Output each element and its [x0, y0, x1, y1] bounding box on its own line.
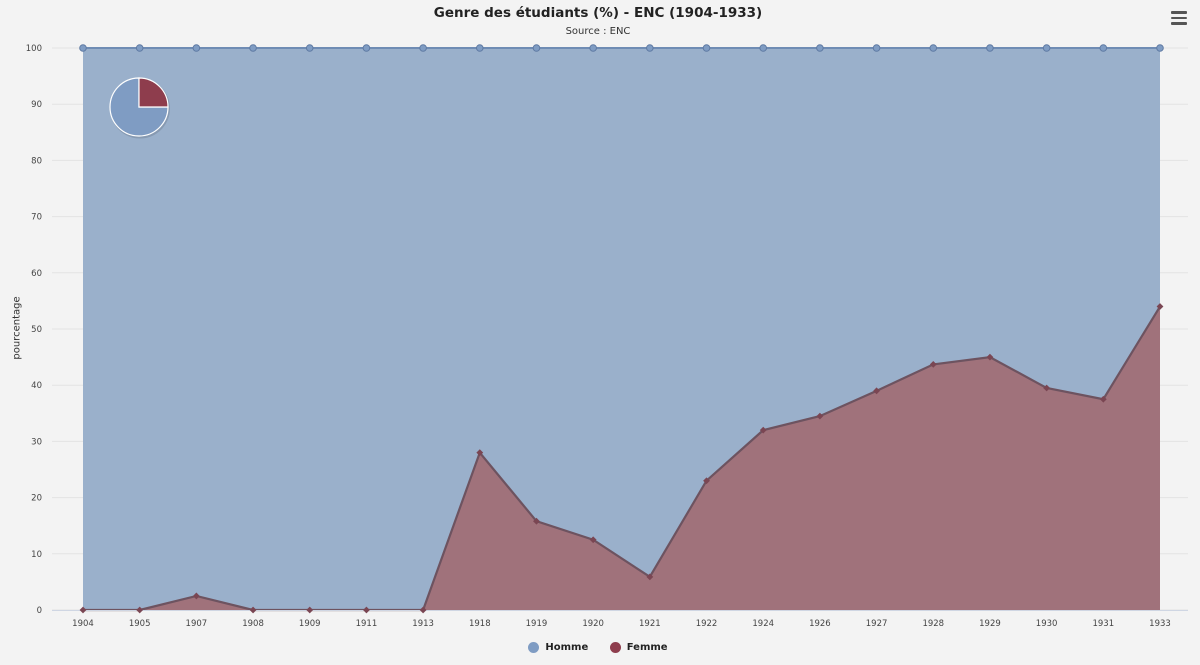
x-tick-label: 1924 [752, 619, 774, 629]
x-tick-label: 1933 [1149, 619, 1171, 629]
marker-femme [533, 517, 540, 525]
marker-femme [759, 426, 767, 434]
marker-femme [136, 606, 144, 614]
y-tick-label: 100 [26, 44, 42, 54]
marker-homme [816, 44, 824, 52]
marker-homme [929, 44, 938, 52]
marker-femme [476, 449, 484, 457]
marker-homme [1042, 44, 1051, 52]
legend-marker-femme [609, 642, 621, 653]
x-tick-label: 1909 [299, 619, 321, 629]
hamburger-menu-icon[interactable] [1168, 8, 1190, 28]
legend-label-femme: Femme [626, 642, 668, 653]
x-tick-label: 1907 [186, 619, 208, 629]
marker-homme [305, 44, 314, 52]
chart-plot: 0 10 20 30 40 50 60 70 80 90 100 1904 1905 1907 1908 19… [26, 44, 1188, 629]
y-tick-label: 0 [37, 606, 42, 616]
y-tick-label: 30 [31, 437, 42, 447]
chart-subtitle: Source : ENC [565, 26, 631, 37]
x-tick-label: 1927 [866, 619, 888, 629]
marker-femme [192, 592, 200, 600]
x-tick-label: 1920 [582, 619, 604, 629]
y-tick-label: 50 [31, 325, 42, 335]
marker-homme [1099, 44, 1108, 52]
marker-homme [532, 44, 541, 52]
y-tick-label: 60 [31, 269, 42, 279]
x-tick-label: 1904 [72, 619, 94, 629]
marker-homme [759, 44, 768, 52]
x-tick-label: 1905 [129, 619, 151, 629]
pie-slice-femme [138, 77, 169, 108]
x-tick-label: 1930 [1036, 619, 1058, 629]
marker-femme [816, 412, 824, 420]
marker-homme [589, 44, 597, 52]
marker-femme [1099, 395, 1107, 403]
marker-femme [1043, 384, 1051, 392]
marker-femme [79, 606, 87, 614]
marker-femme [646, 573, 654, 581]
x-tick-label: 1908 [242, 619, 264, 629]
y-tick-label: 90 [31, 100, 42, 110]
marker-femme [589, 536, 597, 544]
marker-femme [929, 361, 937, 368]
legend: Homme Femme [0, 642, 1196, 656]
marker-homme [872, 44, 881, 52]
marker-homme [702, 44, 711, 52]
pie-slice-homme [109, 77, 169, 137]
marker-homme [249, 44, 257, 52]
x-tick-label: 1918 [469, 619, 491, 629]
x-tick-label: 1929 [979, 619, 1001, 629]
marker-femme [249, 606, 257, 614]
x-tick-label: 1931 [1092, 619, 1114, 629]
x-tick-label: 1911 [356, 619, 378, 629]
marker-femme [363, 606, 370, 614]
legend-marker-homme [528, 642, 540, 653]
marker-femme [703, 477, 710, 485]
x-tick-label: 1913 [412, 619, 434, 629]
marker-homme [192, 44, 201, 52]
y-tick-label: 40 [31, 381, 42, 391]
x-tick-label: 1922 [696, 619, 718, 629]
area-femme [83, 306, 1160, 610]
x-tick-label: 1926 [809, 619, 831, 629]
marker-femme [986, 353, 994, 361]
marker-homme [79, 44, 87, 52]
legend-item-femme[interactable]: Femme [609, 642, 668, 653]
chart-title: Genre des étudiants (%) - ENC (1904-1933… [433, 5, 763, 21]
y-tick-label: 10 [31, 550, 42, 560]
x-tick-label: 1921 [639, 619, 661, 629]
area-homme [83, 48, 1160, 610]
y-tick-label: 20 [31, 494, 42, 504]
marker-homme [135, 44, 144, 52]
legend-item-homme[interactable]: Homme [528, 642, 588, 653]
marker-homme [1156, 44, 1164, 52]
x-tick-label: 1928 [922, 619, 944, 629]
marker-homme [362, 44, 371, 52]
marker-homme [646, 44, 654, 52]
y-tick-label: 80 [31, 156, 42, 166]
legend-label-homme: Homme [545, 642, 589, 653]
x-tick-label: 1919 [526, 619, 548, 629]
marker-femme [306, 606, 314, 614]
marker-homme [419, 44, 427, 52]
marker-homme [475, 44, 484, 52]
marker-femme [873, 387, 880, 395]
marker-femme [1156, 303, 1164, 310]
marker-homme [986, 44, 994, 52]
y-tick-label: 70 [31, 213, 42, 223]
marker-femme [419, 606, 427, 614]
